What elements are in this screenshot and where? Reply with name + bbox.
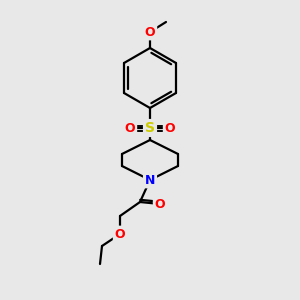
Text: O: O <box>145 26 155 38</box>
Text: O: O <box>115 227 125 241</box>
Text: O: O <box>155 197 165 211</box>
Text: O: O <box>125 122 135 134</box>
Text: N: N <box>145 173 155 187</box>
Text: O: O <box>165 122 175 134</box>
Text: S: S <box>145 121 155 135</box>
